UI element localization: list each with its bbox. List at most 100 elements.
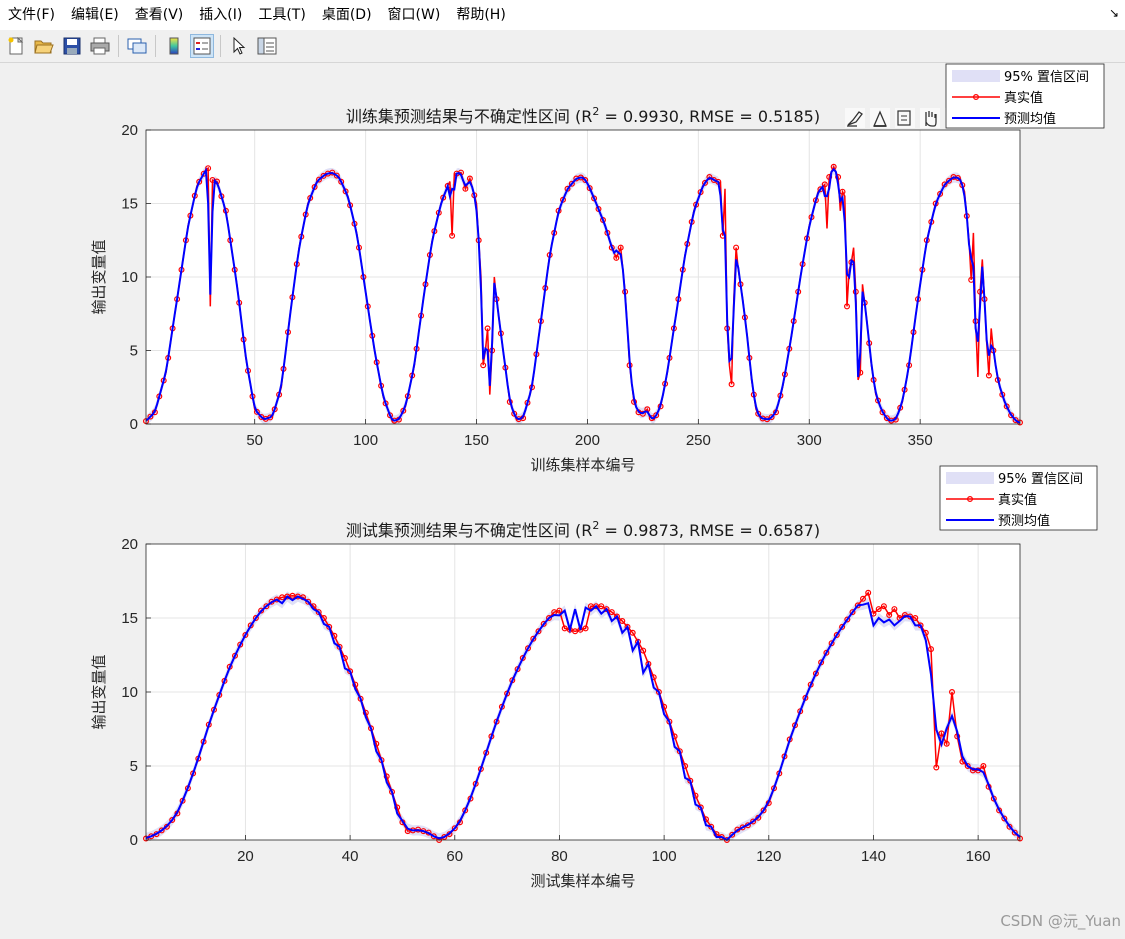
x-tick-label: 100 xyxy=(353,432,378,449)
menu-window[interactable]: 窗口(W) xyxy=(387,7,441,23)
colorbar-icon[interactable] xyxy=(162,34,186,58)
true-value-marker xyxy=(1001,815,1008,822)
train-axes[interactable]: 50 100 150 200 250 300 350 0 5 10 15 20 训练集预测结果与不确定… xyxy=(90,63,1105,474)
true-value-marker xyxy=(823,649,830,656)
pointer-icon[interactable] xyxy=(227,34,251,58)
true-value-marker xyxy=(945,177,952,184)
save-icon[interactable] xyxy=(60,34,84,58)
true-value-marker xyxy=(640,647,647,654)
x-tick-label: 350 xyxy=(908,432,933,449)
train-grid xyxy=(146,130,1020,424)
test-plot-area xyxy=(143,589,1023,843)
watermark: CSDN @沅_Yuan xyxy=(1000,912,1121,930)
true-value-marker xyxy=(729,831,736,838)
test-xlabel: 测试集样本编号 xyxy=(530,872,635,890)
x-tick-label: 60 xyxy=(446,848,463,865)
true-value-marker xyxy=(535,628,542,635)
y-tick-label: 20 xyxy=(121,536,138,553)
train-title: 训练集预测结果与不确定性区间 (R2 = 0.9930, RMSE = 0.51… xyxy=(346,105,820,126)
true-value-marker xyxy=(859,595,866,602)
train-ylabel: 输出变量值 xyxy=(90,239,108,314)
data-tips-icon[interactable] xyxy=(870,108,890,128)
true-value-marker xyxy=(242,631,249,638)
true-value-marker xyxy=(701,179,708,186)
true-value-marker xyxy=(258,607,265,614)
true-value-marker xyxy=(739,824,746,831)
true-value-marker xyxy=(305,598,312,605)
true-value-marker xyxy=(980,762,987,769)
true-value-marker xyxy=(582,176,589,183)
true-value-marker xyxy=(572,628,579,635)
legend-true-marker xyxy=(966,496,973,503)
print-icon[interactable] xyxy=(88,34,112,58)
brush-icon[interactable] xyxy=(845,108,865,128)
true-value-marker xyxy=(886,611,893,618)
predicted-mean-line xyxy=(145,167,1021,424)
true-value-marker xyxy=(316,176,323,183)
y-tick-label: 5 xyxy=(130,758,138,775)
new-figure-icon[interactable] xyxy=(4,34,28,58)
true-value-marker xyxy=(480,362,487,369)
true-value-marker xyxy=(985,372,992,379)
open-file-icon[interactable] xyxy=(32,34,56,58)
true-value-marker xyxy=(933,764,940,771)
property-editor-icon[interactable] xyxy=(255,34,279,58)
true-value-marker xyxy=(948,688,955,695)
menu-insert[interactable]: 插入(I) xyxy=(199,7,243,23)
toolbar-separator xyxy=(118,35,119,57)
true-value-marker xyxy=(263,603,270,610)
true-value-marker xyxy=(844,616,851,623)
true-value-marker xyxy=(964,762,971,769)
true-value-marker xyxy=(750,818,757,825)
true-value-marker xyxy=(653,412,660,419)
true-value-marker xyxy=(484,325,491,332)
test-title: 测试集预测结果与不确定性区间 (R2 = 0.9873, RMSE = 0.65… xyxy=(346,519,820,540)
true-value-marker xyxy=(608,609,615,616)
legend-ci-swatch xyxy=(946,472,994,484)
true-value-marker xyxy=(839,623,846,630)
true-value-marker xyxy=(938,730,945,737)
x-tick-label: 20 xyxy=(237,848,254,865)
y-tick-label: 15 xyxy=(121,196,138,213)
legend-ci-swatch xyxy=(952,70,1000,82)
true-value-marker xyxy=(613,254,620,261)
menu-tools[interactable]: 工具(T) xyxy=(258,7,306,23)
test-ylabel: 输出变量值 xyxy=(90,654,108,729)
menu-view[interactable]: 查看(V) xyxy=(134,7,184,23)
true-value-marker xyxy=(733,244,740,251)
export-icon[interactable] xyxy=(895,108,915,128)
menu-edit[interactable]: 编辑(E) xyxy=(70,7,119,23)
legend-label: 真实值 xyxy=(1004,90,1043,106)
y-tick-label: 20 xyxy=(121,122,138,139)
true-value-marker xyxy=(449,232,456,239)
true-value-marker xyxy=(582,625,589,632)
true-value-marker xyxy=(629,629,636,636)
x-tick-label: 50 xyxy=(246,432,263,449)
test-axes[interactable]: 20 40 60 80 100 120 140 160 0 5 10 15 20 测试集预测结果与不确定… xyxy=(90,465,1098,890)
menu-file[interactable]: 文件(F) xyxy=(8,7,55,23)
true-value-marker xyxy=(891,606,898,613)
pan-icon[interactable] xyxy=(920,108,940,128)
true-value-marker xyxy=(849,609,856,616)
menu-help[interactable]: 帮助(H) xyxy=(456,7,506,23)
legend-label: 95% 置信区间 xyxy=(1004,70,1089,85)
true-value-marker xyxy=(828,640,835,647)
x-tick-label: 40 xyxy=(342,848,359,865)
legend-true-marker xyxy=(972,93,979,100)
y-tick-label: 10 xyxy=(121,684,138,701)
link-plot-icon[interactable] xyxy=(125,34,149,58)
true-value-marker xyxy=(617,244,624,251)
train-ticks: 50 100 150 200 250 300 350 0 5 10 15 20 xyxy=(121,122,932,449)
dock-arrow-icon[interactable]: ↘ xyxy=(1108,6,1119,20)
legend-icon[interactable] xyxy=(190,34,214,58)
true-value-marker xyxy=(768,414,775,421)
train-plot-area xyxy=(143,163,1023,426)
y-tick-label: 0 xyxy=(130,416,138,433)
x-tick-label: 80 xyxy=(551,848,568,865)
true-value-marker xyxy=(833,631,840,638)
menu-desktop[interactable]: 桌面(D) xyxy=(321,7,372,23)
true-value-marker xyxy=(865,589,872,596)
